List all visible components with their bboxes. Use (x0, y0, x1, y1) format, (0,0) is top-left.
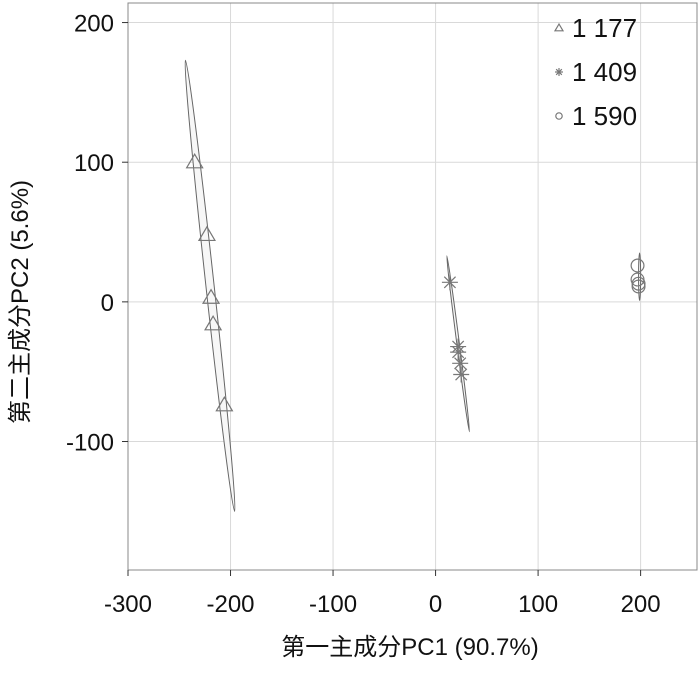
legend: 1 177 1 409 1 590 (553, 13, 637, 131)
legend-circle-icon (555, 112, 563, 120)
point-circle (631, 279, 646, 294)
x-tick-label: 200 (621, 591, 661, 618)
legend-item: 1 409 (555, 57, 637, 87)
y-axis-ticks: -100 0 100 200 (66, 11, 128, 457)
x-tick-label: -300 (104, 591, 152, 618)
y-axis-label: 第二主成分PC2 (5.6%) (7, 180, 34, 424)
point-asterisk (453, 366, 470, 383)
point-asterisk (441, 274, 458, 291)
asterisk-stroke (443, 276, 457, 289)
point-triangle (197, 225, 216, 242)
x-axis-ticks: -300 -200 -100 0 100 200 (104, 570, 661, 618)
x-axis-label: 第一主成分PC1 (90.7%) (281, 634, 538, 661)
legend-item: 1 177 (553, 13, 637, 43)
point-triangle (215, 396, 234, 412)
asterisk-stroke (452, 346, 465, 359)
plot-frame (127, 2, 698, 571)
asterisk-stroke (454, 357, 467, 370)
y-tick-label: 200 (74, 11, 114, 38)
point-circle (630, 258, 645, 273)
x-tick-label: 0 (429, 591, 442, 618)
asterisk-stroke (455, 368, 468, 381)
legend-label: 1 590 (572, 101, 637, 131)
x-tick-label: 100 (518, 591, 558, 618)
data-points (185, 153, 646, 412)
legend-triangle-icon (553, 22, 565, 32)
x-tick-label: -100 (309, 591, 357, 618)
legend-label: 1 177 (572, 13, 637, 43)
x-tick-label: -200 (206, 591, 254, 618)
point-asterisk (450, 344, 467, 361)
confidence-ellipse (184, 59, 236, 512)
y-tick-label: 0 (101, 290, 114, 317)
y-tick-label: 100 (74, 150, 114, 177)
point-triangle (201, 288, 221, 304)
legend-asterisk-icon (555, 68, 563, 76)
point-triangle (185, 153, 204, 169)
asterisk-stroke (555, 68, 563, 76)
point-asterisk (452, 355, 469, 372)
point-triangle (204, 315, 223, 331)
legend-item: 1 590 (555, 101, 637, 131)
y-tick-label: -100 (66, 430, 114, 457)
legend-label: 1 409 (572, 57, 637, 87)
